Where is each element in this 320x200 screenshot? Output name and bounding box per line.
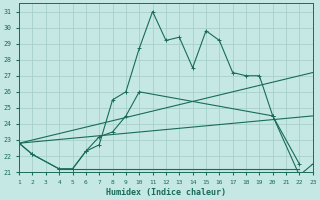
X-axis label: Humidex (Indice chaleur): Humidex (Indice chaleur) [106, 188, 226, 197]
